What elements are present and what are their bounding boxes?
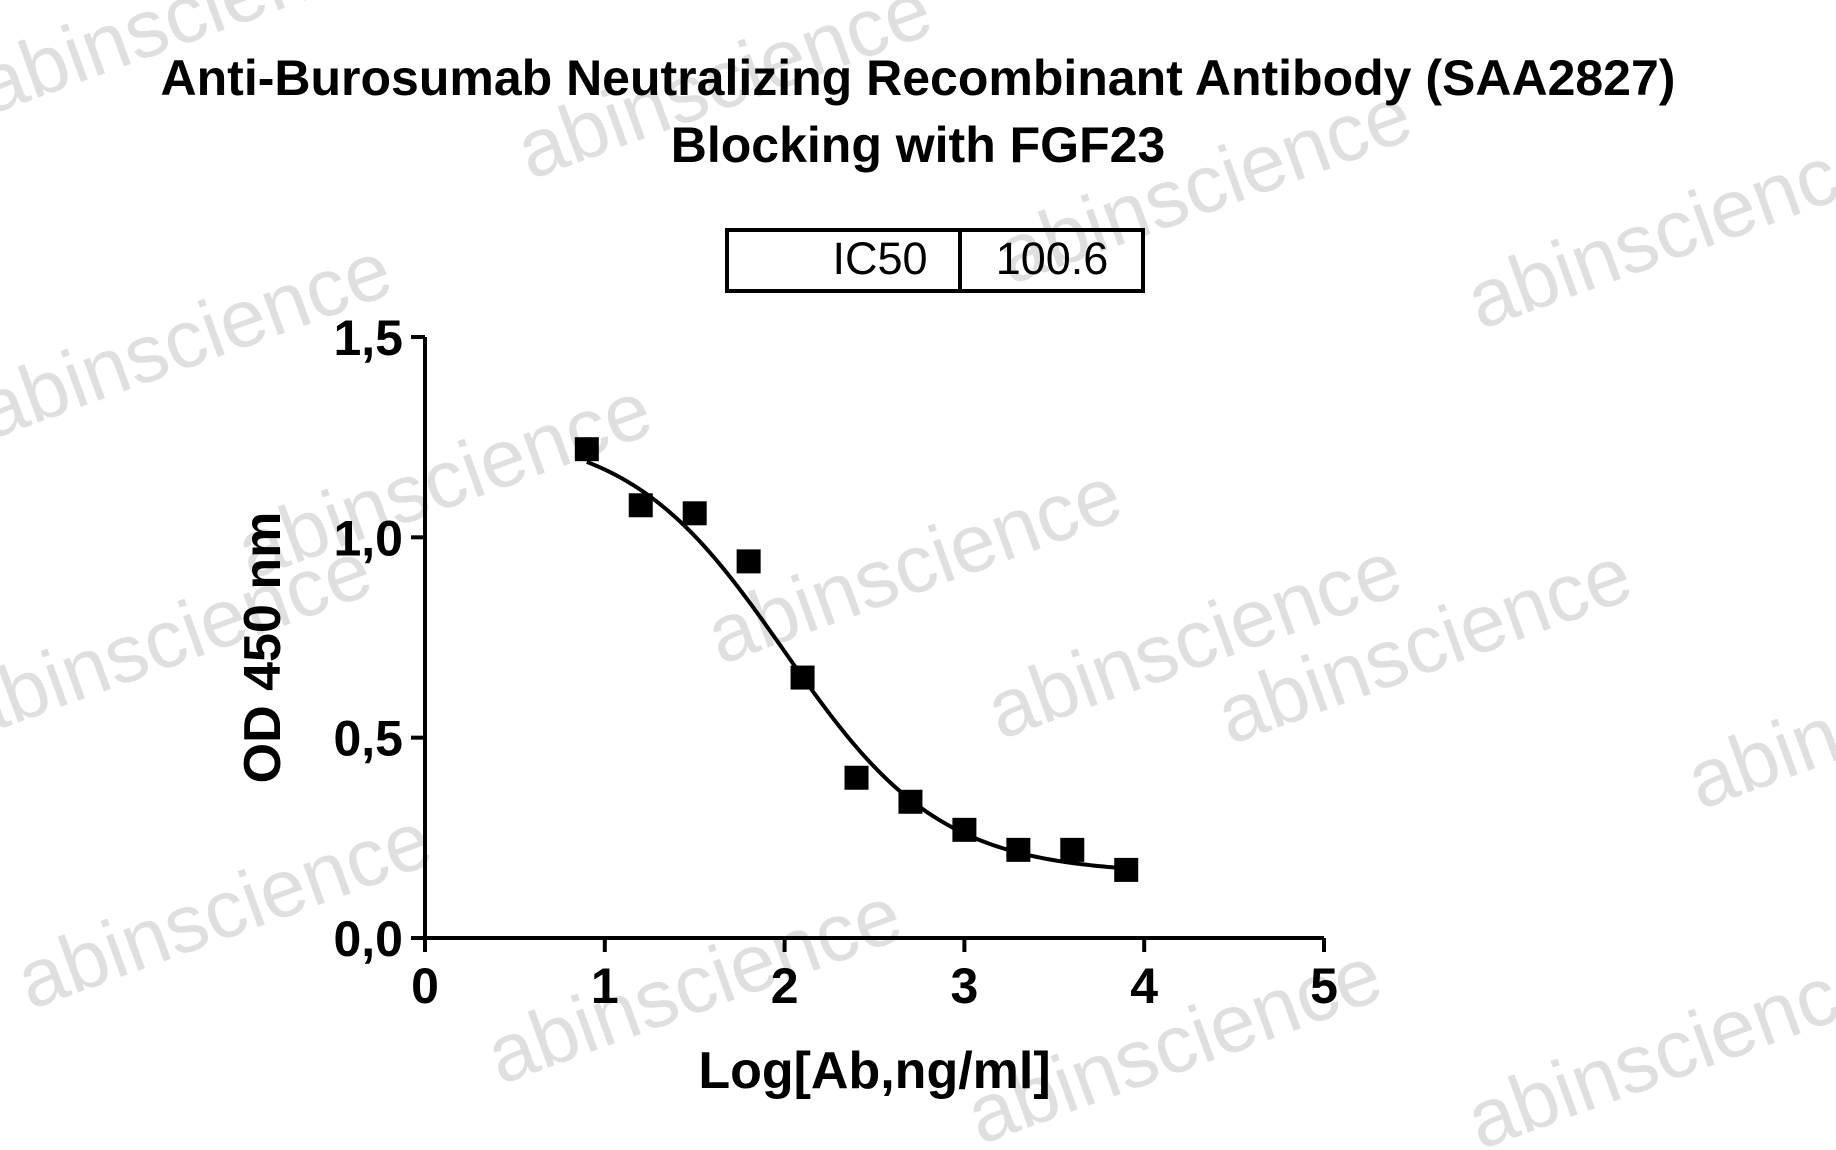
ic50-table-border — [725, 228, 1145, 293]
y-tick-label-2: 1,0 — [333, 510, 403, 566]
x-tick-label-5: 5 — [1310, 958, 1338, 1014]
data-point-4 — [736, 549, 761, 574]
x-tick-label-2: 2 — [771, 958, 799, 1014]
data-point-5 — [790, 665, 815, 690]
y-tick-label-1: 0,5 — [333, 711, 403, 767]
y-tick-label-0: 0,0 — [333, 911, 403, 967]
data-point-9 — [1006, 837, 1031, 862]
axes: 0 1 2 3 4 5 0,0 0,5 1,0 1,5 — [333, 310, 1337, 1014]
y-tick-label-3: 1,5 — [333, 310, 403, 366]
data-point-10 — [1060, 837, 1085, 862]
data-point-2 — [628, 493, 653, 518]
data-point-6 — [844, 765, 869, 790]
data-point-8 — [952, 817, 977, 842]
ic50-label: IC50 — [832, 233, 927, 284]
x-tick-label-3: 3 — [950, 958, 978, 1014]
data-point-11 — [1114, 857, 1139, 882]
ic50-value: 100.6 — [996, 233, 1109, 284]
watermark-12: abinscience — [1455, 113, 1836, 347]
y-axis-label: OD 450 nm — [234, 512, 292, 784]
data-points — [574, 437, 1139, 882]
x-axis-label: Log[Ab,ng/ml] — [698, 1042, 1050, 1100]
fit-curve — [586, 460, 1127, 871]
chart-title-line-2: Blocking with FGF23 — [671, 117, 1165, 173]
x-tick-label-1: 1 — [591, 958, 619, 1014]
x-tick-label-0: 0 — [411, 958, 439, 1014]
watermark-15: abinscience — [1455, 933, 1836, 1150]
chart-title-line-1: Anti-Burosumab Neutralizing Recombinant … — [161, 50, 1676, 106]
data-point-7 — [898, 789, 923, 814]
data-point-1 — [574, 437, 599, 462]
watermark-14: abinscience — [1675, 593, 1836, 827]
data-point-3 — [682, 501, 707, 526]
ic50-table: IC50 100.6 — [725, 228, 1145, 293]
x-tick-label-4: 4 — [1130, 958, 1158, 1014]
